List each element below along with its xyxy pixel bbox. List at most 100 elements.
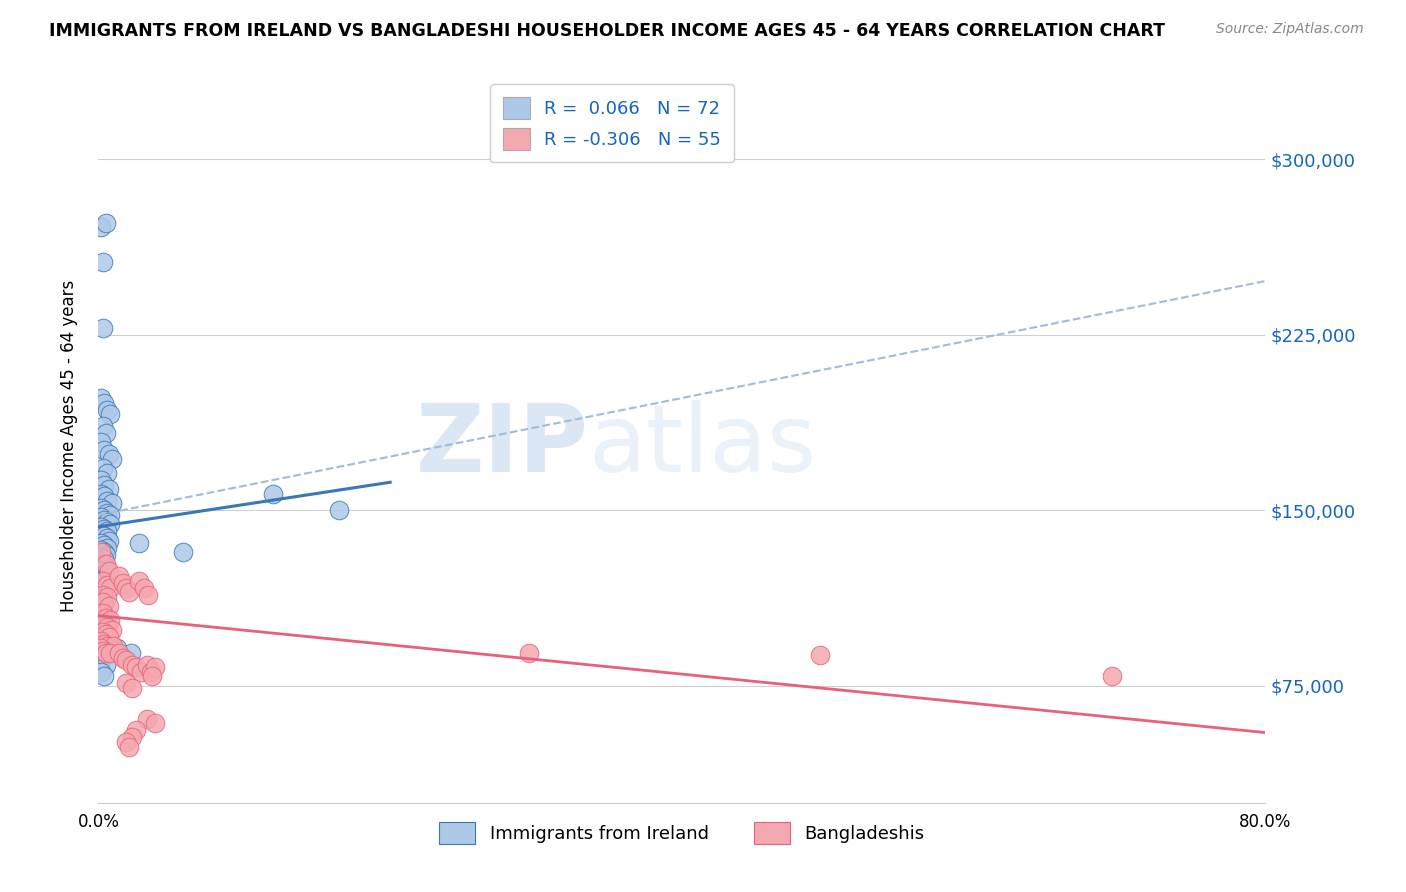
Point (90, 607, 112, 621)
Point (93, 594, 115, 608)
Point (94, 611, 117, 625)
Point (90, 473, 112, 487)
Point (112, 575, 135, 590)
Point (90, 618, 112, 632)
Point (90, 391, 112, 405)
Point (93, 623, 115, 637)
Point (90, 653, 112, 667)
Point (105, 641, 128, 656)
Point (101, 639, 124, 653)
Point (97, 564, 120, 578)
Point (90, 220, 112, 235)
Point (91, 419, 114, 434)
Point (129, 665, 152, 679)
Point (810, 648, 832, 663)
Point (98, 646, 121, 660)
Point (90, 543, 112, 558)
Point (108, 646, 131, 660)
Point (125, 723, 148, 738)
Point (94, 216, 117, 230)
Point (96, 639, 118, 653)
Point (96, 402, 118, 417)
Point (93, 637, 115, 651)
Point (1101, 669, 1123, 683)
Point (93, 522, 115, 536)
Point (93, 489, 115, 503)
Point (93, 669, 115, 683)
Point (90, 630, 112, 644)
Point (135, 712, 157, 726)
Point (96, 506, 118, 520)
Point (96, 515, 118, 529)
Point (94, 646, 117, 660)
Point (96, 532, 118, 546)
Point (143, 660, 166, 674)
Point (94, 548, 117, 562)
Point (96, 494, 118, 508)
Point (97, 533, 120, 548)
Point (91, 255, 114, 269)
Text: ZIP: ZIP (416, 400, 589, 492)
Point (91, 461, 114, 475)
Point (90, 536, 112, 550)
Point (125, 660, 148, 674)
Point (115, 676, 138, 690)
Point (115, 735, 138, 749)
Point (90, 519, 112, 533)
Point (96, 620, 118, 634)
Text: Source: ZipAtlas.com: Source: ZipAtlas.com (1216, 22, 1364, 37)
Point (136, 588, 159, 602)
Point (90, 634, 112, 648)
Point (121, 731, 143, 745)
Point (90, 510, 112, 524)
Point (91, 599, 114, 614)
Point (96, 578, 118, 592)
Point (97, 630, 120, 644)
Point (93, 575, 115, 590)
Point (96, 466, 118, 480)
Point (517, 646, 540, 660)
Point (121, 681, 143, 695)
Text: atlas: atlas (589, 400, 817, 492)
Point (97, 483, 120, 497)
Point (100, 451, 122, 466)
Point (135, 657, 157, 672)
Point (112, 650, 135, 665)
Point (118, 585, 141, 599)
Point (93, 538, 115, 552)
Point (100, 496, 122, 510)
Point (328, 503, 350, 517)
Point (91, 607, 114, 621)
Point (90, 545, 112, 559)
Point (120, 646, 142, 660)
Point (141, 669, 163, 683)
Y-axis label: Householder Income Ages 45 - 64 years: Householder Income Ages 45 - 64 years (59, 280, 77, 612)
Point (93, 559, 115, 574)
Point (93, 442, 115, 457)
Point (94, 627, 117, 641)
Point (121, 657, 143, 672)
Point (93, 566, 115, 581)
Text: IMMIGRANTS FROM IRELAND VS BANGLADESHI HOUSEHOLDER INCOME AGES 45 - 64 YEARS COR: IMMIGRANTS FROM IRELAND VS BANGLADESHI H… (49, 22, 1166, 40)
Point (90, 557, 112, 571)
Point (90, 435, 112, 450)
Point (94, 569, 117, 583)
Point (94, 557, 117, 571)
Point (93, 513, 115, 527)
Point (94, 611, 117, 625)
Point (98, 581, 121, 595)
Point (93, 477, 115, 491)
Point (91, 574, 114, 588)
Point (97, 599, 120, 614)
Point (108, 569, 131, 583)
Point (98, 613, 121, 627)
Point (93, 545, 115, 559)
Point (93, 634, 115, 648)
Point (115, 581, 138, 595)
Point (90, 564, 112, 578)
Point (139, 665, 162, 679)
Point (90, 526, 112, 541)
Point (90, 665, 112, 679)
Point (90, 590, 112, 604)
Point (98, 408, 121, 422)
